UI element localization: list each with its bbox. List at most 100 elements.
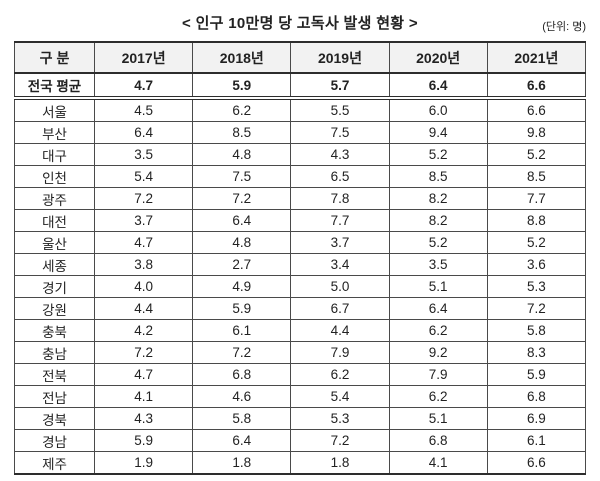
data-cell: 4.5 xyxy=(93,97,194,122)
table-row: 경남 5.9 6.4 7.2 6.8 6.1 xyxy=(14,429,587,452)
row-label: 대전 xyxy=(14,209,95,232)
data-cell: 3.4 xyxy=(290,253,390,276)
column-header-5: 2021년 xyxy=(486,41,587,74)
data-cell: 4.3 xyxy=(290,143,390,166)
data-cell: 3.6 xyxy=(486,253,587,276)
data-cell: 4.4 xyxy=(290,319,390,342)
summary-data-cell: 6.4 xyxy=(388,72,488,100)
data-cell: 5.8 xyxy=(486,319,587,342)
table-row: 울산 4.7 4.8 3.7 5.2 5.2 xyxy=(14,231,587,254)
table-row: 충북 4.2 6.1 4.4 6.2 5.8 xyxy=(14,319,587,342)
data-cell: 5.9 xyxy=(192,297,292,320)
data-cell: 4.2 xyxy=(93,319,194,342)
data-cell: 4.1 xyxy=(93,385,194,408)
data-cell: 6.0 xyxy=(388,97,488,122)
data-cell: 5.9 xyxy=(93,429,194,452)
data-cell: 7.9 xyxy=(290,341,390,364)
column-header-2: 2018년 xyxy=(192,41,292,74)
data-cell: 7.2 xyxy=(93,187,194,210)
data-cell: 5.3 xyxy=(486,275,587,298)
row-label: 서울 xyxy=(14,97,95,122)
table-row: 경북 4.3 5.8 5.3 5.1 6.9 xyxy=(14,407,587,430)
row-label: 광주 xyxy=(14,187,95,210)
data-cell: 6.4 xyxy=(93,121,194,144)
header-area: < 인구 10만명 당 고독사 발생 현황 > (단위: 명) xyxy=(14,10,586,38)
data-cell: 5.2 xyxy=(486,143,587,166)
data-cell: 7.7 xyxy=(486,187,587,210)
column-header-3: 2019년 xyxy=(290,41,390,74)
data-cell: 5.4 xyxy=(290,385,390,408)
table-row: 세종 3.8 2.7 3.4 3.5 3.6 xyxy=(14,253,587,276)
data-cell: 4.8 xyxy=(192,231,292,254)
data-cell: 3.5 xyxy=(388,253,488,276)
data-cell: 4.6 xyxy=(192,385,292,408)
data-cell: 5.2 xyxy=(388,231,488,254)
data-cell: 6.2 xyxy=(290,363,390,386)
data-cell: 4.1 xyxy=(388,451,488,475)
data-cell: 5.3 xyxy=(290,407,390,430)
table-row: 전남 4.1 4.6 5.4 6.2 6.8 xyxy=(14,385,587,408)
data-cell: 7.2 xyxy=(192,187,292,210)
data-cell: 6.2 xyxy=(192,97,292,122)
data-cell: 6.7 xyxy=(290,297,390,320)
header-row: 구 분 2017년 2018년 2019년 2020년 2021년 xyxy=(14,41,587,74)
data-cell: 8.3 xyxy=(486,341,587,364)
data-cell: 4.4 xyxy=(93,297,194,320)
data-cell: 6.8 xyxy=(486,385,587,408)
summary-data-cell: 4.7 xyxy=(93,72,194,100)
data-cell: 6.6 xyxy=(486,97,587,122)
column-header-0: 구 분 xyxy=(14,41,95,74)
table-row: 인천 5.4 7.5 6.5 8.5 8.5 xyxy=(14,165,587,188)
data-cell: 5.0 xyxy=(290,275,390,298)
row-label: 강원 xyxy=(14,297,95,320)
data-cell: 3.7 xyxy=(290,231,390,254)
data-cell: 8.8 xyxy=(486,209,587,232)
data-cell: 1.8 xyxy=(290,451,390,475)
table-row: 대구 3.5 4.8 4.3 5.2 5.2 xyxy=(14,143,587,166)
data-cell: 9.4 xyxy=(388,121,488,144)
data-cell: 2.7 xyxy=(192,253,292,276)
table-body: 전국 평균 4.7 5.9 5.7 6.4 6.6 서울 4.5 6.2 5.5 6.0 6.6 부산 6… xyxy=(14,72,587,475)
summary-row: 전국 평균 4.7 5.9 5.7 6.4 6.6 xyxy=(14,72,587,100)
data-cell: 7.5 xyxy=(290,121,390,144)
data-cell: 7.2 xyxy=(93,341,194,364)
row-label: 충남 xyxy=(14,341,95,364)
row-label: 경북 xyxy=(14,407,95,430)
data-cell: 6.1 xyxy=(486,429,587,452)
data-cell: 6.9 xyxy=(486,407,587,430)
data-cell: 3.7 xyxy=(93,209,194,232)
data-cell: 1.9 xyxy=(93,451,194,475)
table-header: 구 분 2017년 2018년 2019년 2020년 2021년 xyxy=(14,41,587,74)
row-label: 울산 xyxy=(14,231,95,254)
data-cell: 5.1 xyxy=(388,407,488,430)
row-label: 충북 xyxy=(14,319,95,342)
data-cell: 7.9 xyxy=(388,363,488,386)
data-cell: 6.4 xyxy=(192,209,292,232)
row-label: 대구 xyxy=(14,143,95,166)
data-cell: 8.2 xyxy=(388,187,488,210)
row-label: 부산 xyxy=(14,121,95,144)
table-row: 제주 1.9 1.8 1.8 4.1 6.6 xyxy=(14,451,587,475)
data-cell: 7.5 xyxy=(192,165,292,188)
data-cell: 9.2 xyxy=(388,341,488,364)
data-cell: 6.2 xyxy=(388,385,488,408)
table-row: 강원 4.4 5.9 6.7 6.4 7.2 xyxy=(14,297,587,320)
data-cell: 9.8 xyxy=(486,121,587,144)
table-row: 전북 4.7 6.8 6.2 7.9 5.9 xyxy=(14,363,587,386)
data-cell: 5.5 xyxy=(290,97,390,122)
data-cell: 7.8 xyxy=(290,187,390,210)
data-cell: 7.2 xyxy=(486,297,587,320)
summary-data-cell: 5.7 xyxy=(290,72,390,100)
data-cell: 6.1 xyxy=(192,319,292,342)
row-label: 인천 xyxy=(14,165,95,188)
data-cell: 3.5 xyxy=(93,143,194,166)
data-cell: 6.8 xyxy=(192,363,292,386)
table-row: 서울 4.5 6.2 5.5 6.0 6.6 xyxy=(14,97,587,122)
data-cell: 5.8 xyxy=(192,407,292,430)
data-cell: 6.2 xyxy=(388,319,488,342)
data-cell: 4.3 xyxy=(93,407,194,430)
row-label: 세종 xyxy=(14,253,95,276)
summary-data-cell: 5.9 xyxy=(192,72,292,100)
data-cell: 4.9 xyxy=(192,275,292,298)
